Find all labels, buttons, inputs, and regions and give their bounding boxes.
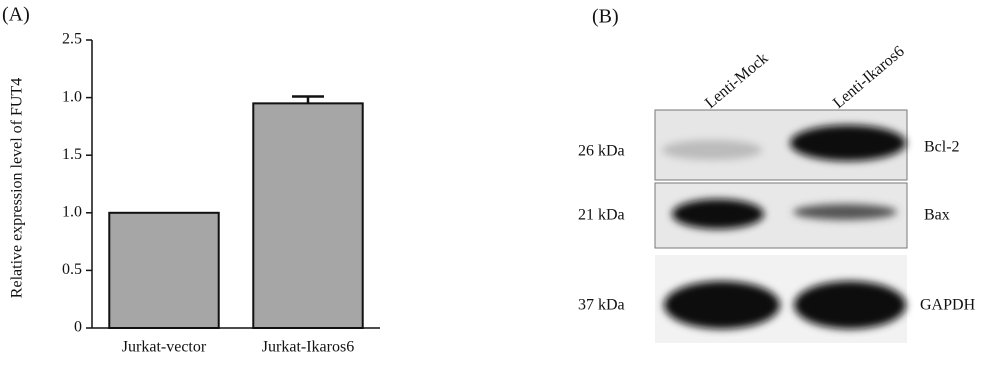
x-tick-label: Jurkat-Ikaros6 — [262, 339, 354, 356]
size-label: 37 kDa — [578, 297, 625, 314]
panel-label: (A) — [2, 4, 30, 26]
lane-label: Lenti-Ikaros6 — [830, 43, 908, 112]
band — [664, 281, 780, 329]
protein-label: Bax — [924, 207, 950, 224]
size-label: 21 kDa — [578, 207, 625, 224]
y-tick-label: 1.5 — [62, 146, 82, 163]
band — [672, 199, 764, 229]
bar — [109, 213, 218, 328]
y-tick-label: 0.5 — [62, 261, 82, 278]
band — [793, 204, 897, 220]
panel-label: (B) — [592, 6, 619, 28]
bar — [253, 103, 362, 328]
x-tick-label: Jurkat-vector — [122, 339, 207, 356]
y-tick-label: 1.0 — [62, 203, 82, 220]
band — [662, 140, 762, 160]
protein-label: GAPDH — [920, 297, 976, 314]
figure: (A) Relative expression level of FUT4 (B… — [0, 0, 997, 366]
y-tick-label: 1.0 — [62, 88, 82, 105]
band — [790, 125, 906, 161]
y-axis-label: Relative expression level of FUT4 — [9, 78, 26, 298]
protein-label: Bcl-2 — [924, 139, 960, 156]
lane-label: Lenti-Mock — [702, 50, 771, 112]
size-label: 26 kDa — [578, 143, 625, 160]
y-tick-label: 2.5 — [62, 31, 82, 48]
y-tick-label: 0 — [74, 319, 82, 336]
band — [794, 281, 906, 329]
